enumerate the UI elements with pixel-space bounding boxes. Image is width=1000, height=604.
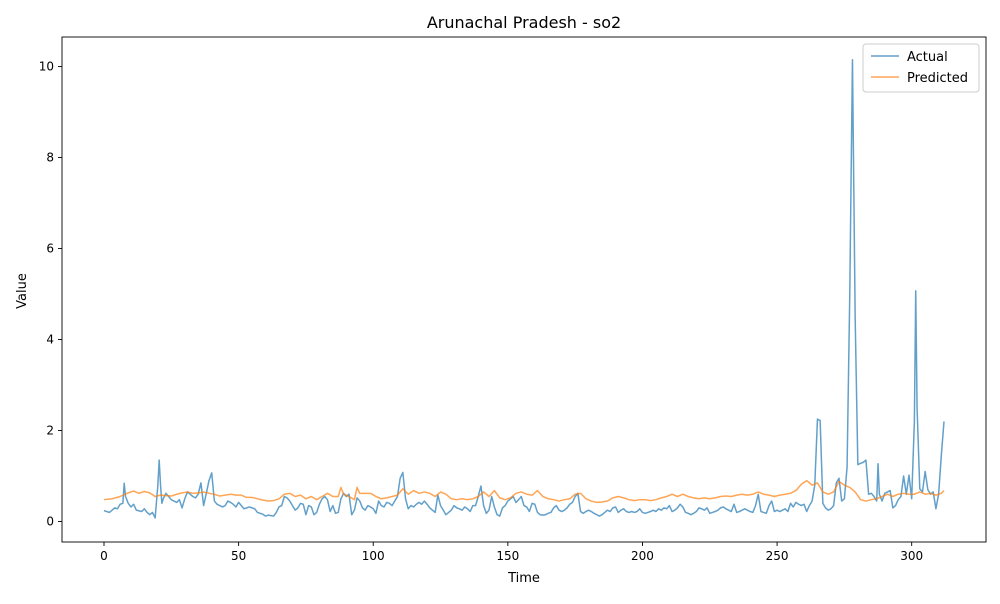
x-tick-label: 250 <box>766 549 789 563</box>
x-tick-label: 150 <box>496 549 519 563</box>
y-tick-label: 8 <box>46 151 54 165</box>
y-tick-label: 10 <box>39 60 54 74</box>
legend: Actual Predicted <box>862 43 980 93</box>
x-tick-label: 100 <box>362 549 385 563</box>
chart-title: Arunachal Pradesh - so2 <box>427 13 621 32</box>
legend-label-predicted: Predicted <box>907 71 968 86</box>
x-tick-label: 50 <box>231 549 246 563</box>
x-axis-label: Time <box>507 571 540 586</box>
y-axis-ticks: 0 2 4 6 8 10 <box>39 60 62 529</box>
x-tick-label: 0 <box>100 549 108 563</box>
x-axis-ticks: 0 50 100 150 200 250 300 <box>100 542 923 563</box>
x-tick-label: 300 <box>900 549 923 563</box>
series-line-predicted <box>103 479 945 504</box>
series-line-actual <box>103 59 945 519</box>
legend-label-actual: Actual <box>907 50 948 65</box>
plot-area <box>61 36 987 543</box>
y-axis-label: Value <box>15 273 30 309</box>
y-tick-label: 2 <box>46 424 54 438</box>
y-tick-label: 0 <box>46 515 54 529</box>
plot-frame <box>61 36 987 543</box>
y-tick-label: 6 <box>46 242 54 256</box>
x-tick-label: 200 <box>631 549 654 563</box>
y-tick-label: 4 <box>46 333 54 347</box>
